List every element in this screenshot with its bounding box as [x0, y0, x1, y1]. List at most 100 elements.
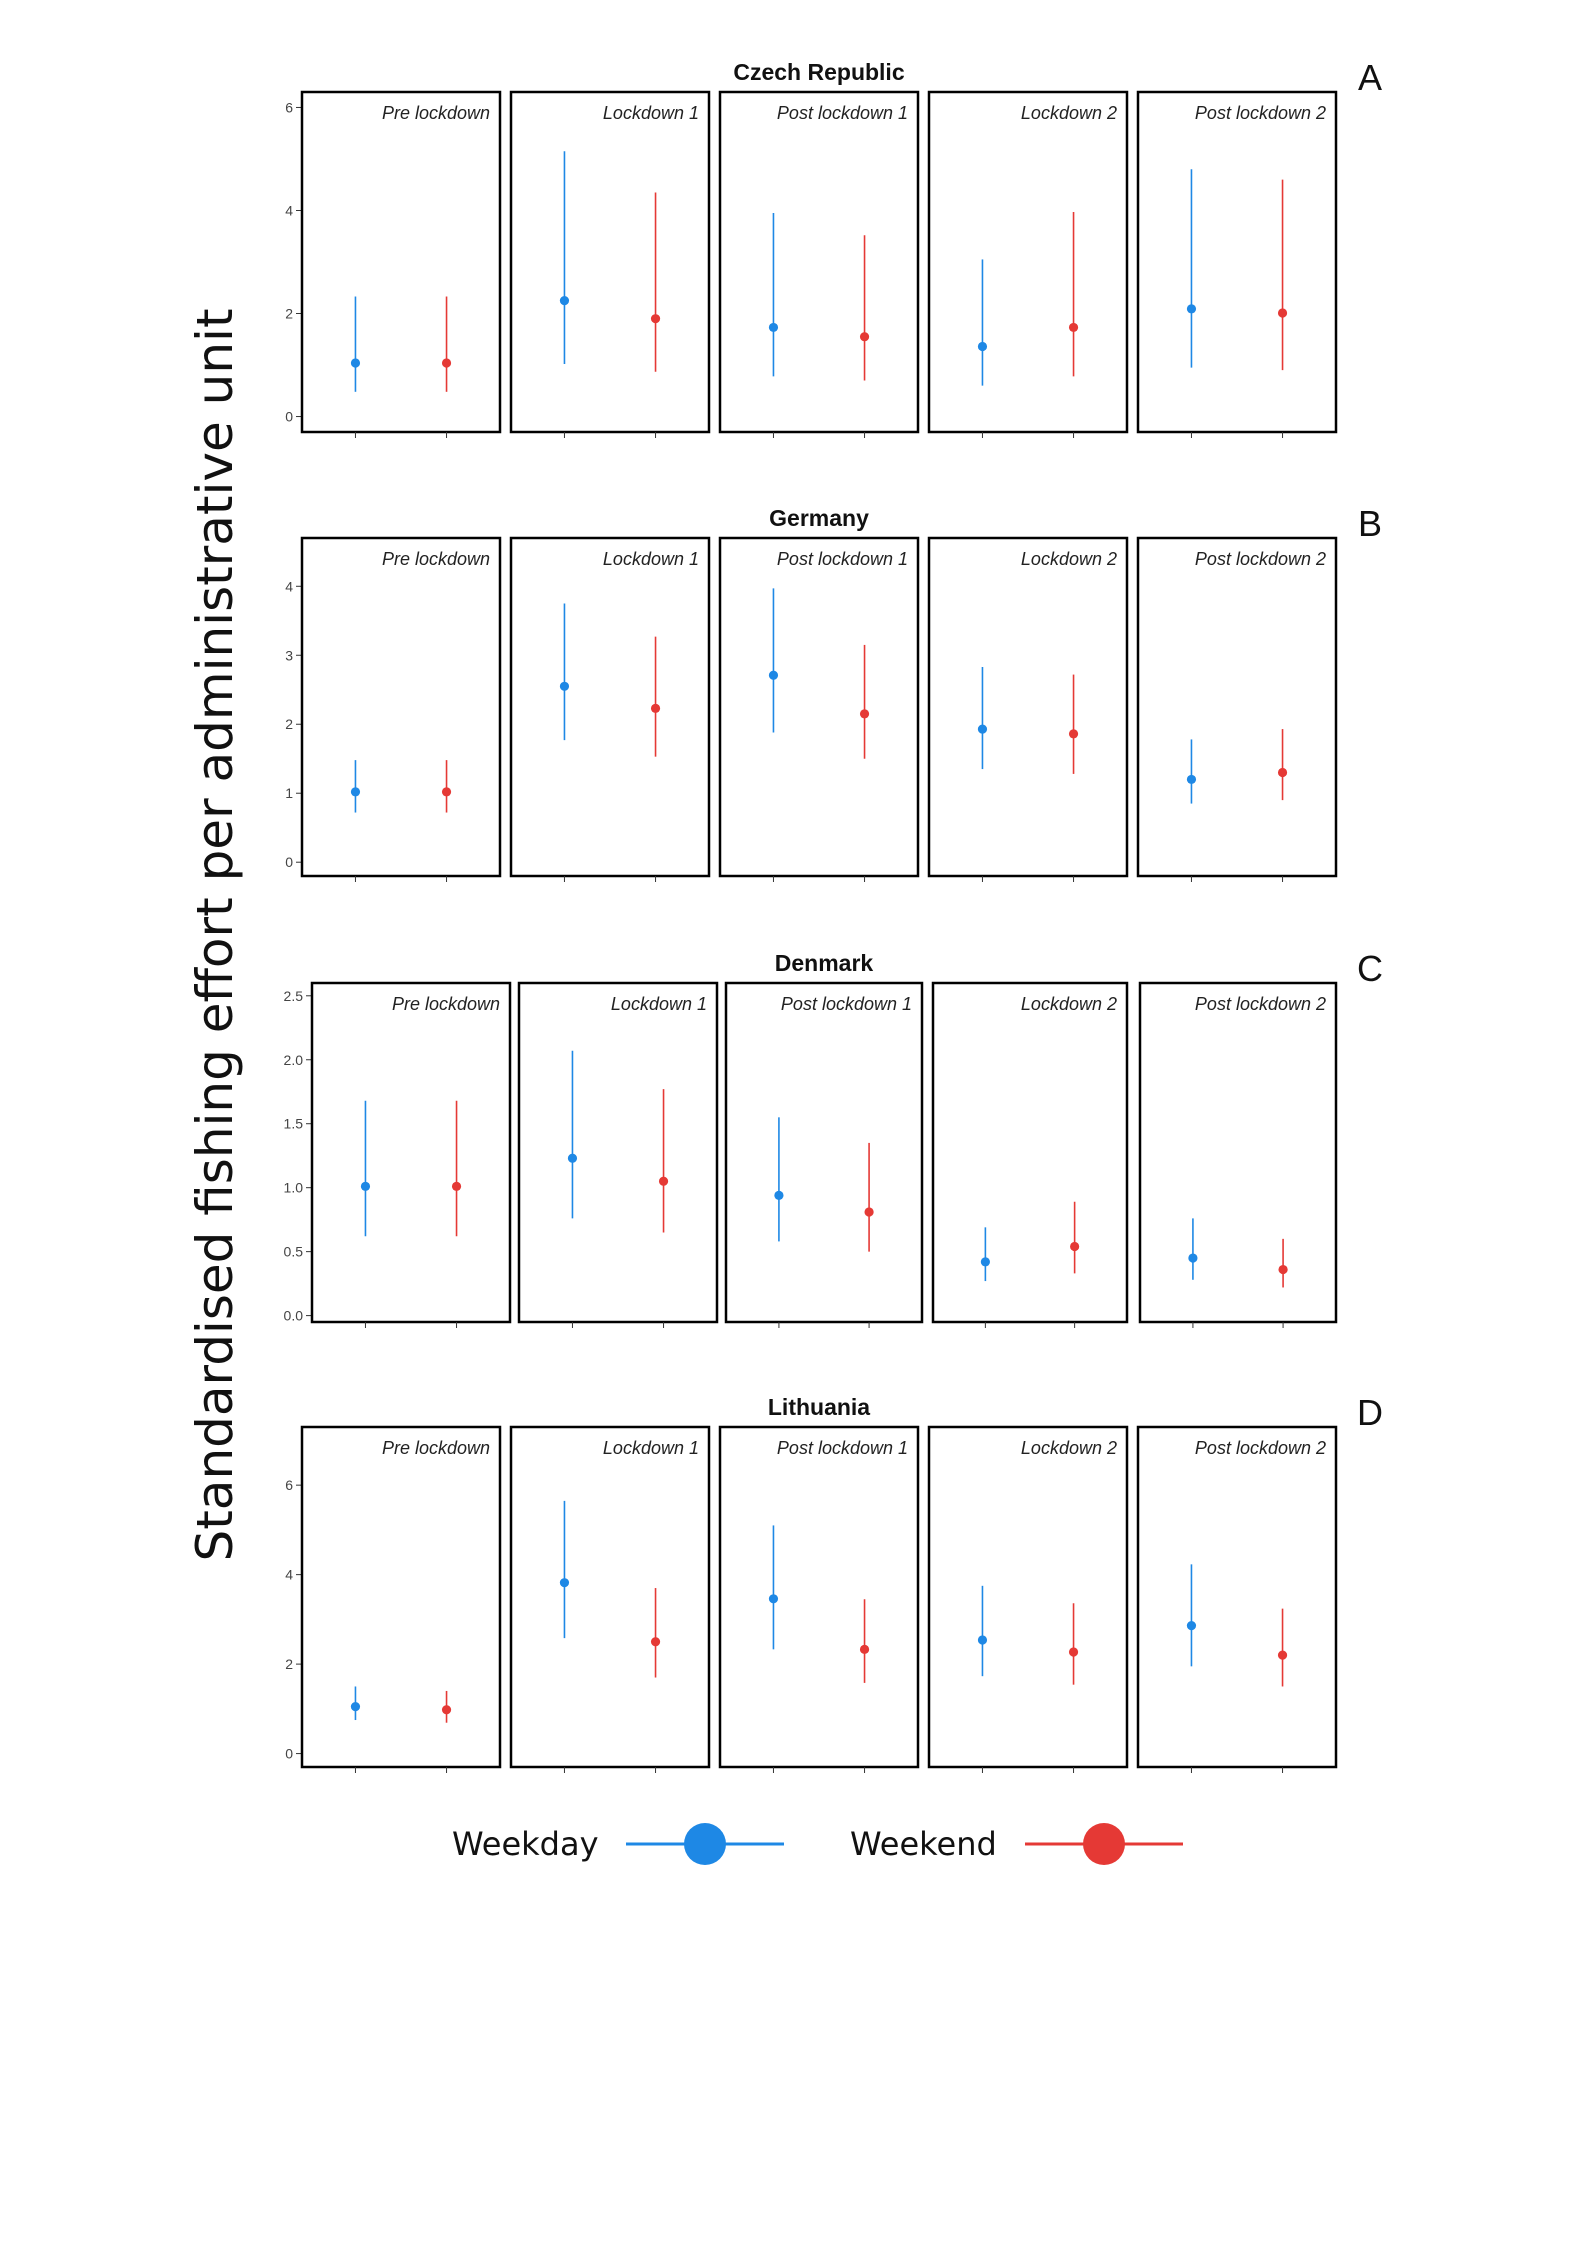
- panel-letter: A: [1358, 57, 1382, 98]
- facet-panel: Lockdown 2: [927, 90, 1129, 438]
- facet-panel: Post lockdown 1: [724, 981, 924, 1328]
- data-point: [1186, 774, 1197, 785]
- facet-label: Lockdown 1: [611, 994, 707, 1014]
- panel-letter: D: [1357, 1392, 1383, 1433]
- facet-panel: Lockdown 2: [927, 536, 1129, 882]
- data-point: [1068, 729, 1079, 739]
- facet-panel: Lockdown 1: [509, 536, 711, 882]
- facet-frame: [517, 981, 719, 1324]
- chart-3: Lithuania D 0 2 4 6 Pre lockdown Lockdown 1 Post…: [285, 1392, 1383, 1773]
- y-tick-label: 0: [285, 854, 293, 870]
- data-point: [1068, 322, 1079, 333]
- data-point: [859, 709, 870, 719]
- data-point: [559, 1578, 570, 1588]
- y-tick-label: 4: [285, 1567, 293, 1583]
- facet-panel: Lockdown 2: [931, 981, 1129, 1328]
- panel-letter: C: [1357, 948, 1383, 989]
- facet-label: Pre lockdown: [382, 549, 490, 569]
- data-point: [441, 1705, 452, 1715]
- y-tick-label: 1.5: [284, 1116, 304, 1132]
- panel-letter: B: [1358, 503, 1382, 544]
- facet-panel: Post lockdown 1: [718, 90, 920, 438]
- facet-frame: [1136, 90, 1338, 434]
- facet-panel: Lockdown 1: [509, 1425, 711, 1773]
- y-tick-label: 4: [285, 202, 293, 218]
- facet-label: Lockdown 1: [603, 1438, 699, 1458]
- legend-marker: [684, 1823, 726, 1865]
- facet-frame: [509, 1425, 711, 1769]
- data-point: [1186, 1621, 1197, 1631]
- facet-panel: Pre lockdown: [300, 536, 502, 882]
- data-point: [350, 358, 361, 368]
- facet-frame: [718, 1425, 920, 1769]
- data-point: [650, 314, 661, 324]
- facet-frame: [1136, 536, 1338, 878]
- data-point: [1278, 1264, 1288, 1275]
- data-point: [1277, 308, 1288, 318]
- facet-panel: Post lockdown 2: [1138, 981, 1338, 1328]
- facet-label: Pre lockdown: [382, 103, 490, 123]
- facet-label: Post lockdown 2: [1195, 994, 1326, 1014]
- facet-label: Lockdown 1: [603, 549, 699, 569]
- facet-frame: [931, 981, 1129, 1324]
- facet-label: Lockdown 2: [1021, 994, 1117, 1014]
- facet-panel: Lockdown 2: [927, 1425, 1129, 1773]
- data-point: [441, 358, 452, 368]
- data-point: [1070, 1241, 1080, 1252]
- y-tick-label: 6: [285, 1477, 293, 1493]
- data-point: [650, 1637, 661, 1647]
- y-tick-label: 4: [285, 578, 293, 594]
- facet-panel: Pre lockdown: [300, 90, 502, 438]
- data-point: [977, 724, 988, 734]
- legend: Weekday Weekend: [452, 1823, 1183, 1865]
- facet-label: Pre lockdown: [382, 1438, 490, 1458]
- facet-label: Post lockdown 1: [777, 103, 908, 123]
- data-point: [441, 787, 452, 797]
- facet-label: Post lockdown 2: [1195, 103, 1326, 123]
- facet-panel: Lockdown 1: [517, 981, 719, 1328]
- chart-title: Denmark: [775, 950, 874, 976]
- data-point: [350, 787, 361, 797]
- data-point: [864, 1207, 874, 1217]
- y-tick-label: 2: [285, 1656, 293, 1672]
- data-point: [658, 1176, 669, 1186]
- data-point: [980, 1257, 990, 1267]
- y-tick-label: 2: [285, 306, 293, 322]
- data-point: [1186, 304, 1197, 314]
- facet-label: Lockdown 2: [1021, 1438, 1117, 1458]
- data-point: [977, 341, 988, 352]
- facet-frame: [718, 90, 920, 434]
- chart-2: Denmark C 0.0 0.5 1.0 1.5 2.0 2.5 Pre lockdown Lo…: [284, 948, 1383, 1328]
- facet-label: Post lockdown 1: [781, 994, 912, 1014]
- facet-label: Post lockdown 1: [777, 549, 908, 569]
- y-tick-label: 0: [285, 409, 293, 425]
- facet-label: Post lockdown 2: [1195, 1438, 1326, 1458]
- data-point: [859, 332, 870, 342]
- data-point: [350, 1702, 361, 1712]
- facet-panel: Pre lockdown: [300, 1425, 502, 1773]
- facet-label: Post lockdown 1: [777, 1438, 908, 1458]
- y-tick-label: 0.0: [284, 1308, 304, 1324]
- facet-frame: [927, 1425, 1129, 1769]
- y-tick-label: 6: [285, 99, 293, 115]
- data-point: [768, 670, 779, 680]
- facet-frame: [718, 536, 920, 878]
- facet-label: Post lockdown 2: [1195, 549, 1326, 569]
- chart-title: Lithuania: [768, 1394, 870, 1420]
- data-point: [567, 1153, 578, 1163]
- data-point: [977, 1635, 988, 1645]
- chart-title: Germany: [769, 505, 869, 531]
- legend-item: Weekend: [850, 1823, 1183, 1865]
- data-point: [360, 1181, 371, 1191]
- facet-frame: [509, 536, 711, 878]
- legend-item: Weekday: [452, 1823, 784, 1865]
- y-tick-label: 0: [285, 1746, 293, 1762]
- facet-panel: Post lockdown 1: [718, 1425, 920, 1773]
- y-tick-label: 2.5: [284, 988, 304, 1004]
- chart-1: Germany B 0 1 2 3 4 Pre lockdown Lockdown 1 Post …: [285, 503, 1382, 882]
- facet-frame: [300, 90, 502, 434]
- facet-frame: [300, 536, 502, 878]
- facet-frame: [1138, 981, 1338, 1324]
- data-point: [859, 1644, 870, 1654]
